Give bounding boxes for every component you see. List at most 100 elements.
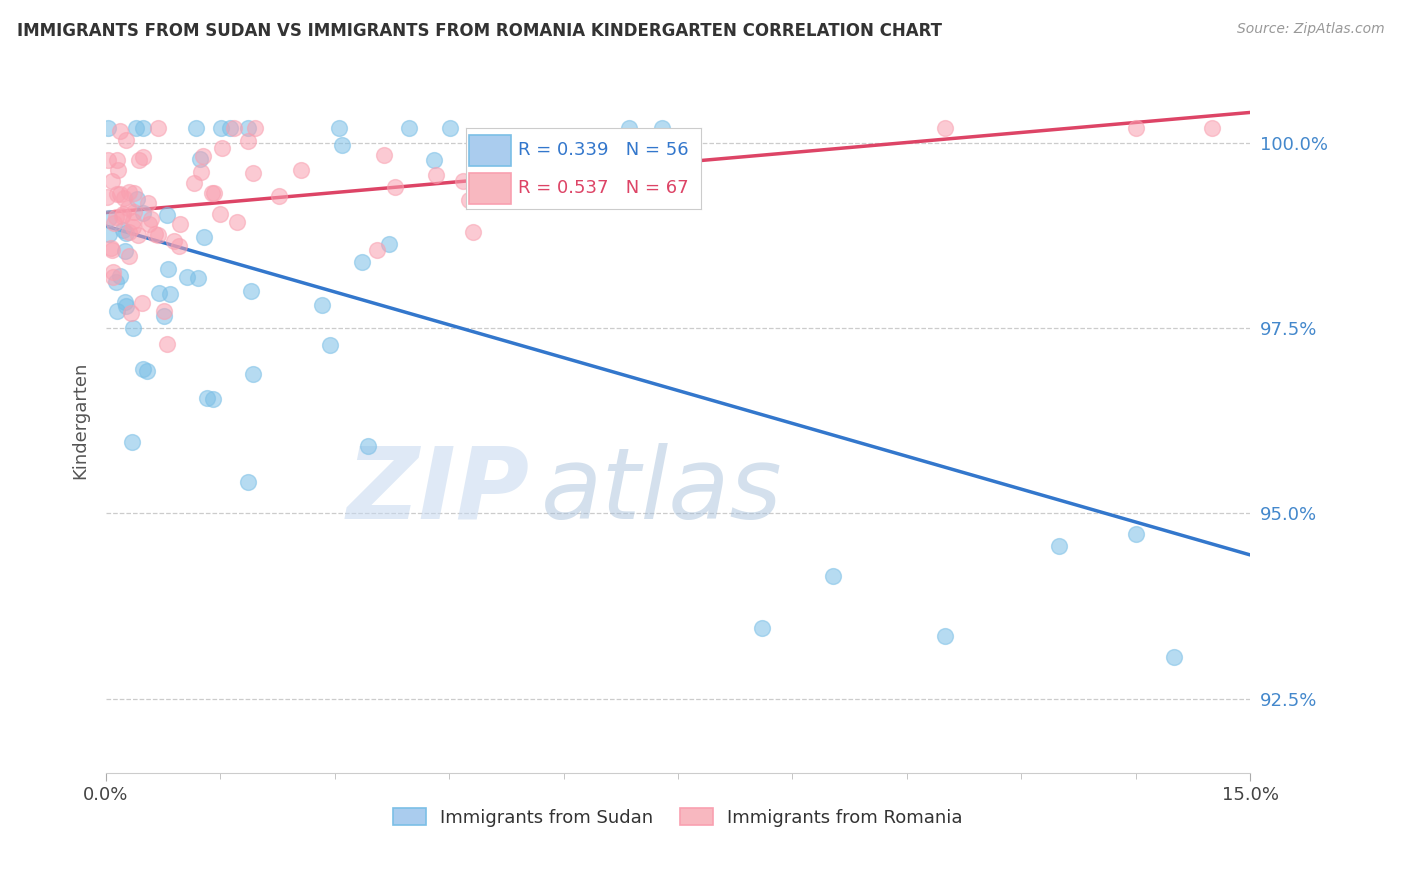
Legend: Immigrants from Sudan, Immigrants from Romania: Immigrants from Sudan, Immigrants from R… — [385, 801, 970, 834]
Point — [104, 210, 127, 224]
Point — [373, 148, 395, 162]
Point — [1125, 527, 1147, 541]
Point — [148, 286, 170, 301]
Point — [934, 120, 956, 135]
Point — [378, 236, 401, 251]
Point — [114, 244, 136, 258]
Point — [439, 120, 461, 135]
Point — [458, 193, 481, 207]
Point — [451, 173, 474, 187]
Point — [243, 120, 266, 135]
Point — [105, 275, 128, 289]
Point — [183, 176, 205, 190]
Text: IMMIGRANTS FROM SUDAN VS IMMIGRANTS FROM ROMANIA KINDERGARTEN CORRELATION CHART: IMMIGRANTS FROM SUDAN VS IMMIGRANTS FROM… — [17, 22, 942, 40]
Point — [651, 120, 673, 135]
Point — [222, 120, 245, 135]
Point — [319, 338, 342, 352]
Point — [211, 141, 233, 155]
Point — [97, 227, 120, 242]
Point — [156, 208, 179, 222]
Point — [617, 120, 640, 135]
Point — [107, 162, 129, 177]
Point — [115, 227, 138, 241]
Point — [398, 120, 420, 135]
Text: atlas: atlas — [541, 442, 782, 540]
Point — [101, 270, 124, 285]
Point — [1047, 539, 1070, 553]
Point — [112, 191, 135, 205]
Point — [124, 120, 146, 135]
Point — [153, 309, 176, 323]
Point — [105, 186, 128, 201]
Point — [131, 295, 153, 310]
Point — [202, 186, 225, 200]
Point — [201, 392, 224, 406]
Point — [120, 306, 142, 320]
Point — [1125, 120, 1147, 135]
Point — [108, 187, 131, 202]
Point — [103, 216, 125, 230]
Point — [423, 153, 446, 167]
Point — [122, 219, 145, 234]
Point — [121, 213, 143, 227]
Point — [132, 206, 155, 220]
Point — [101, 243, 124, 257]
Point — [132, 150, 155, 164]
Point — [176, 270, 198, 285]
Point — [118, 185, 141, 199]
Point — [136, 196, 159, 211]
Point — [169, 217, 191, 231]
Point — [201, 186, 224, 201]
Text: Source: ZipAtlas.com: Source: ZipAtlas.com — [1237, 22, 1385, 37]
Point — [242, 367, 264, 381]
Point — [163, 235, 186, 249]
Point — [146, 120, 169, 135]
Point — [128, 153, 150, 167]
Point — [634, 171, 657, 186]
Text: ZIP: ZIP — [346, 442, 529, 540]
Point — [208, 207, 231, 221]
Point — [352, 254, 374, 268]
Point — [105, 153, 128, 167]
Point — [152, 304, 174, 318]
Point — [184, 120, 207, 135]
Point — [328, 120, 350, 135]
Point — [122, 186, 145, 201]
Point — [111, 223, 134, 237]
Point — [236, 475, 259, 490]
Point — [117, 201, 139, 215]
Point — [118, 225, 141, 239]
Point — [191, 149, 214, 163]
Point — [101, 174, 124, 188]
Point — [463, 225, 485, 239]
Point — [236, 134, 259, 148]
Point — [101, 265, 124, 279]
Point — [100, 241, 122, 255]
Point — [190, 165, 212, 179]
Point — [195, 391, 218, 405]
Point — [141, 212, 163, 227]
Point — [425, 168, 447, 182]
Point — [290, 163, 312, 178]
Point — [114, 295, 136, 310]
Point — [110, 269, 132, 284]
Point — [156, 337, 179, 351]
Point — [124, 204, 146, 219]
Point — [135, 364, 157, 378]
Point — [105, 304, 128, 318]
Point — [751, 621, 773, 635]
Point — [934, 629, 956, 643]
Point — [112, 207, 135, 221]
Point — [187, 271, 209, 285]
Point — [121, 435, 143, 450]
Point — [242, 165, 264, 179]
Point — [115, 299, 138, 313]
Point — [97, 153, 120, 167]
Point — [146, 227, 169, 242]
Point — [209, 120, 232, 135]
Point — [236, 120, 259, 135]
Point — [167, 239, 190, 253]
Point — [219, 120, 242, 135]
Point — [138, 217, 160, 231]
Point — [366, 243, 388, 257]
